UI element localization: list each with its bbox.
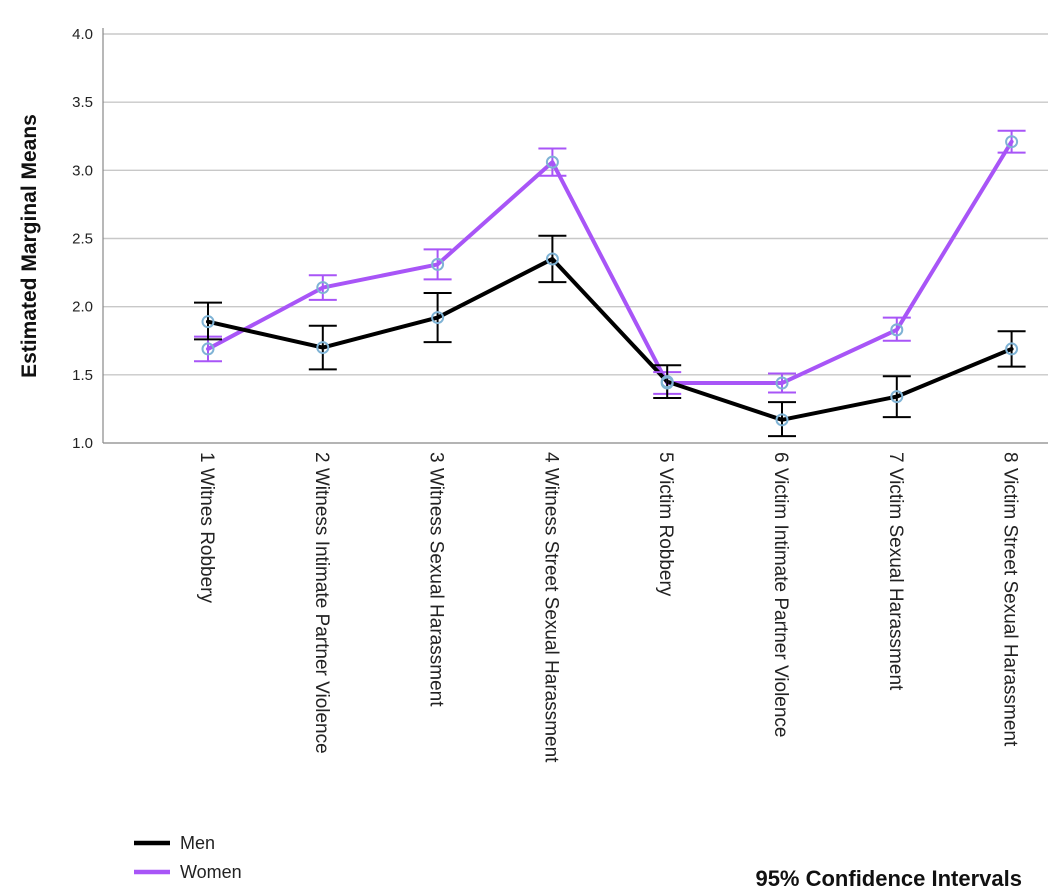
x-category-labels: 1 Witnes Robbery 2 Witness Intimate Partn… — [196, 452, 1021, 763]
error-bar-women — [308, 274, 337, 301]
y-tick-label: 4.0 — [72, 26, 93, 43]
x-category-label: 5 Victim Robbery — [655, 452, 676, 597]
error-bar-men — [653, 364, 682, 400]
legend-label-men: Men — [180, 833, 215, 853]
y-tick-label: 1.0 — [72, 435, 93, 452]
error-bar-men — [768, 401, 796, 438]
data-point-men — [775, 413, 789, 427]
error-bar-women — [882, 316, 911, 342]
y-tick-label: 2.0 — [72, 299, 93, 316]
data-point-women — [775, 376, 789, 390]
error-bar-men — [997, 330, 1026, 368]
data-point-women — [201, 342, 215, 356]
legend-label-women: Women — [180, 862, 242, 882]
y-tick-label: 3.0 — [72, 162, 93, 179]
data-point-men — [890, 390, 904, 404]
error-bar-men — [308, 324, 337, 371]
data-point-men — [431, 311, 445, 325]
data-points — [201, 135, 1019, 427]
y-tick-label: 2.5 — [72, 231, 93, 248]
data-point-men — [316, 341, 330, 355]
x-category-label: 1 Witnes Robbery — [196, 452, 217, 604]
confidence-interval-note: 95% Confidence Intervals — [755, 866, 1022, 891]
series-line-women — [206, 139, 1014, 386]
error-bar-men — [194, 301, 222, 341]
axes — [102, 28, 1048, 444]
x-category-label: 8 Victim Street Sexual Harassment — [1000, 452, 1021, 747]
x-category-label: 4 Witness Street Sexual Harassment — [540, 452, 561, 763]
data-point-men — [1005, 342, 1019, 356]
y-axis-title: Estimated Marginal Means — [18, 114, 41, 378]
data-point-women — [1005, 135, 1019, 149]
y-tick-labels: 1.0 1.5 2.0 2.5 3.0 3.5 4.0 — [72, 26, 93, 452]
data-point-women — [545, 155, 559, 169]
data-point-men — [660, 375, 674, 389]
error-bar-men — [882, 375, 911, 419]
x-category-label: 3 Witness Sexual Harassment — [426, 452, 447, 707]
gridlines — [103, 33, 1048, 376]
error-bar-women — [423, 248, 452, 281]
y-tick-label: 1.5 — [72, 367, 93, 384]
data-point-men — [545, 252, 559, 266]
data-point-men — [201, 315, 215, 329]
data-point-women — [431, 257, 445, 271]
error-bar-women — [538, 147, 567, 177]
x-category-label: 6 Victim Intimate Partner Violence — [770, 452, 791, 738]
series-line-men — [206, 256, 1014, 422]
error-bar-men — [538, 234, 567, 284]
series-lines — [206, 139, 1014, 422]
error-bar-women — [997, 129, 1026, 154]
data-point-women — [890, 323, 904, 337]
y-tick-label: 3.5 — [72, 94, 93, 111]
legend: Men Women — [134, 833, 242, 882]
x-category-label: 2 Witness Intimate Partner Violence — [311, 452, 332, 754]
data-point-women — [316, 281, 330, 295]
error-bar-men — [423, 292, 452, 344]
x-category-label: 7 Victim Sexual Harassment — [885, 452, 906, 691]
